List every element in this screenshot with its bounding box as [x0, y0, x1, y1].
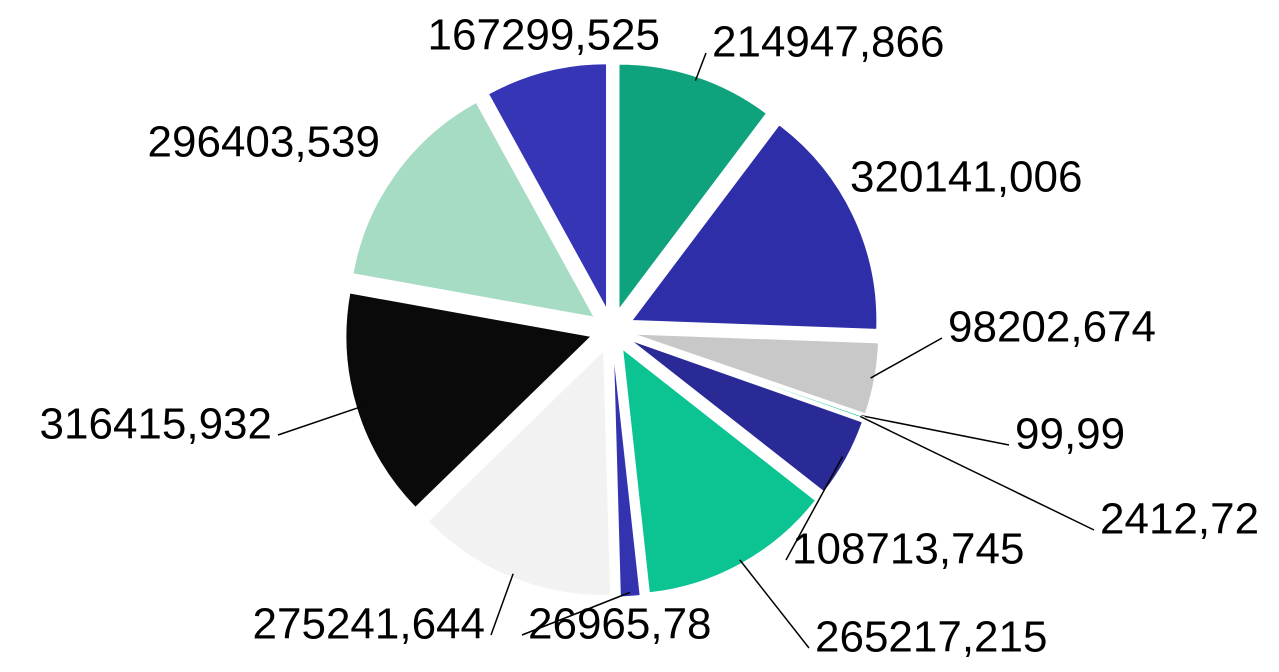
leader-line — [860, 415, 1095, 531]
pie-slice — [630, 124, 878, 330]
data-label: 26965,78 — [528, 600, 712, 649]
leader-line — [490, 573, 514, 636]
data-label: 98202,674 — [948, 303, 1156, 352]
leader-line — [277, 406, 361, 436]
data-label: 316415,932 — [40, 400, 272, 449]
leader-line — [785, 456, 844, 561]
leader-line — [870, 337, 943, 379]
data-label: 99,99 — [1015, 410, 1125, 459]
leader-line — [860, 414, 1010, 446]
data-label: 296403,539 — [148, 118, 380, 167]
data-label: 2412,72 — [1100, 495, 1259, 544]
leader-line — [739, 559, 810, 649]
data-label: 167299,525 — [428, 11, 660, 60]
data-label: 320141,006 — [850, 153, 1082, 202]
pie-slice — [352, 101, 596, 318]
data-label: 265217,215 — [815, 613, 1047, 662]
leader-line — [521, 591, 631, 636]
leader-line — [694, 52, 707, 81]
data-label: 108713,745 — [792, 525, 1024, 574]
data-label: 214947,866 — [712, 18, 944, 67]
pie-slice — [633, 333, 879, 415]
data-label: 275241,644 — [253, 600, 485, 649]
pie-slice — [487, 63, 608, 309]
